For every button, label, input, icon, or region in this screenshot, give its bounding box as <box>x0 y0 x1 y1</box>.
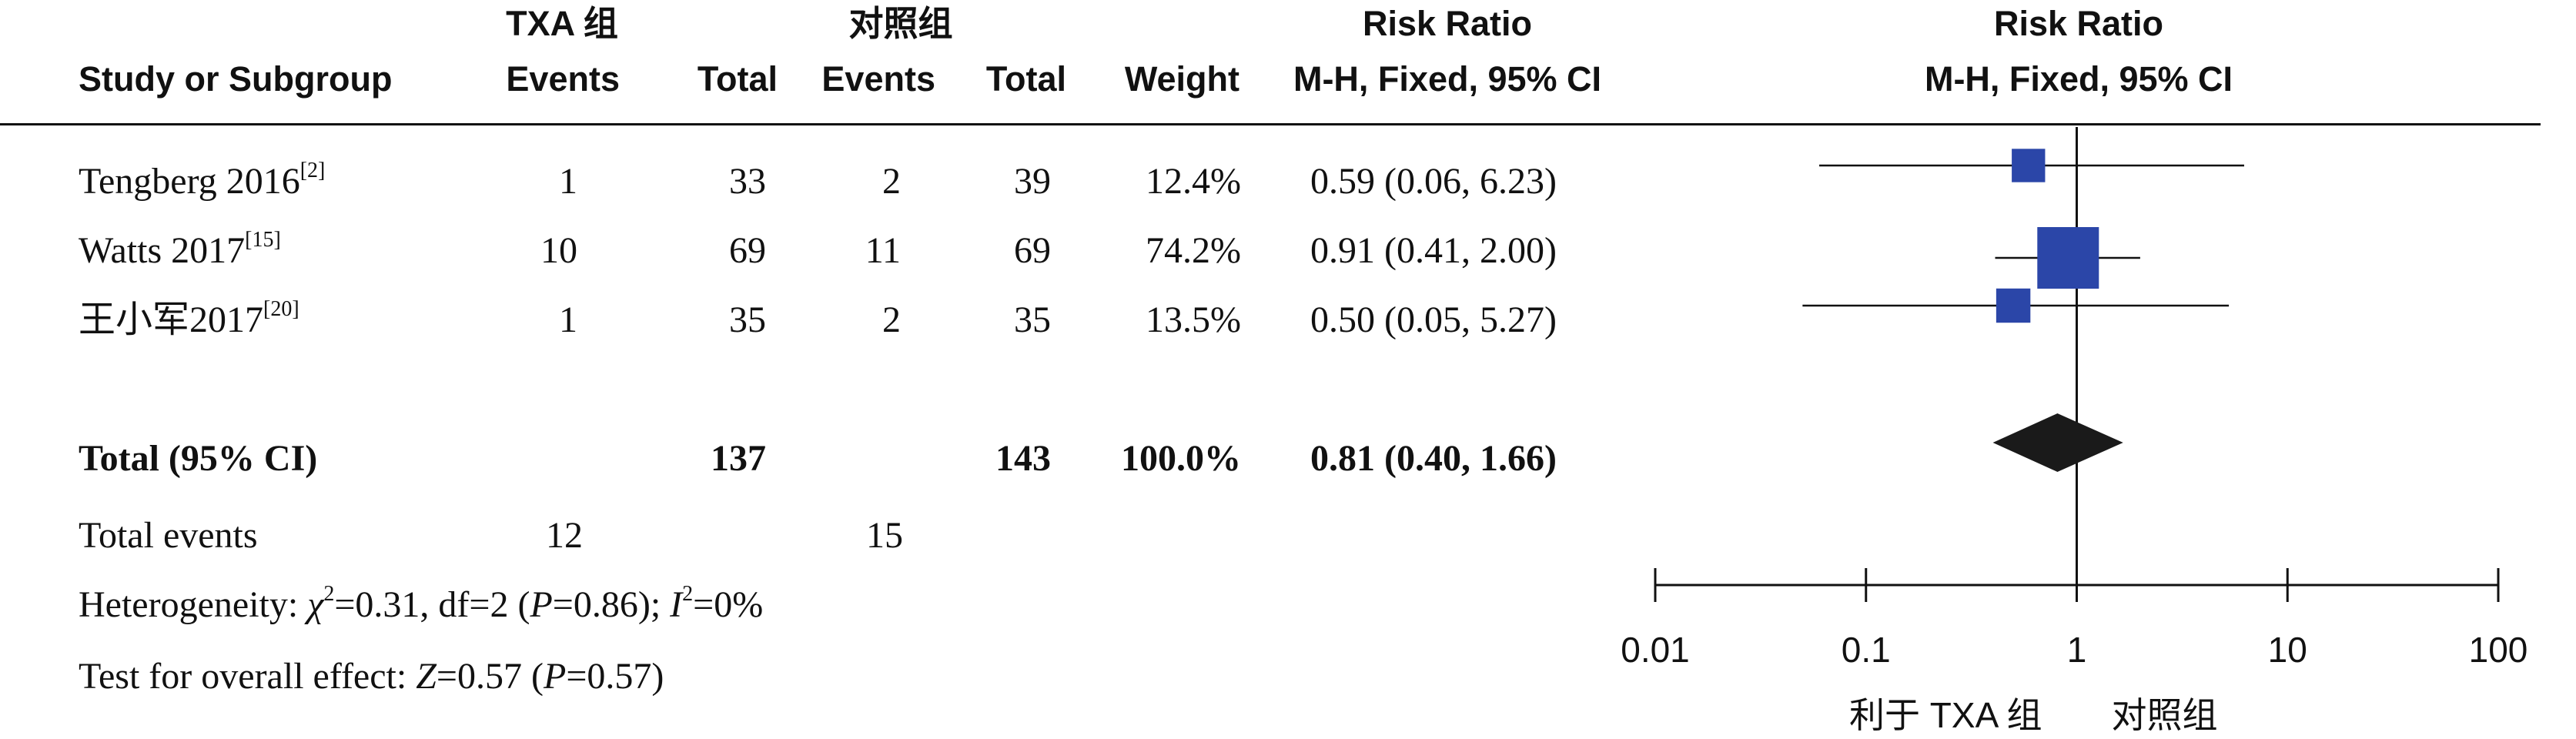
study-name-text: Watts 2017 <box>79 230 246 271</box>
header-events1: Events <box>506 59 620 99</box>
total-n2: 143 <box>995 438 1051 479</box>
total-weight: 100.0% <box>1121 438 1241 479</box>
study-events2: 2 <box>882 299 901 340</box>
study-total2: 35 <box>1014 299 1051 340</box>
chi-symbol: χ <box>307 584 324 625</box>
study-total1: 69 <box>729 230 766 271</box>
total-events2: 15 <box>866 515 903 556</box>
i-value: =0% <box>693 584 764 625</box>
total-ci: 0.81 (0.40, 1.66) <box>1310 438 1557 479</box>
favours-right-label: 对照组 <box>2112 695 2218 735</box>
chi-value: =0.31, df=2 ( <box>334 584 530 625</box>
study-events2: 2 <box>882 161 901 202</box>
study-ci: 0.50 (0.05, 5.27) <box>1310 299 1557 340</box>
header-total2: Total <box>985 59 1066 99</box>
overall-effect-text: Test for overall effect: Z=0.57 (P=0.57) <box>79 658 664 695</box>
study-events1: 10 <box>540 230 577 271</box>
study-events1: 1 <box>559 299 577 340</box>
x-tick-label: 10 <box>2268 630 2307 670</box>
favours-left-label: 利于 TXA 组 <box>1849 695 2042 735</box>
total-n1: 137 <box>711 438 766 479</box>
header-plot-method: M-H, Fixed, 95% CI <box>1924 59 2233 99</box>
z-value: =0.57 ( <box>436 656 544 697</box>
x-tick-label: 1 <box>2067 630 2087 670</box>
i-symbol: I <box>670 584 683 625</box>
study-reference: [2] <box>299 159 326 182</box>
study-reference: [20] <box>263 297 299 321</box>
header-study: Study or Subgroup <box>79 59 393 99</box>
overall-p-symbol: P <box>543 656 567 697</box>
p-symbol: P <box>530 584 553 625</box>
study-total1: 35 <box>729 299 766 340</box>
study-name-text: 王小军2017 <box>79 299 264 340</box>
header-events2: Events <box>821 59 935 99</box>
header-plot-title: Risk Ratio <box>1993 4 2164 43</box>
study-total1: 33 <box>729 161 766 202</box>
study-box <box>2037 227 2099 289</box>
header-weight: Weight <box>1124 59 1239 99</box>
study-name: Watts 2017[15] <box>79 229 281 271</box>
p-value: =0.86); <box>552 584 671 625</box>
pooled-diamond <box>1992 413 2123 472</box>
study-total2: 69 <box>1014 230 1051 271</box>
x-tick-label: 0.01 <box>1621 630 1690 670</box>
z-symbol: Z <box>416 656 437 697</box>
heterogeneity-text: Heterogeneity: χ2=0.31, df=2 (P=0.86); I… <box>79 582 764 625</box>
study-events1: 1 <box>559 161 577 202</box>
header-divider <box>0 123 2541 125</box>
header-group2: 对照组 <box>848 4 953 43</box>
x-tick-label: 0.1 <box>1842 630 1891 670</box>
study-total2: 39 <box>1014 161 1051 202</box>
x-tick-label: 100 <box>2469 630 2528 670</box>
study-weight: 12.4% <box>1146 161 1241 202</box>
total-label: Total (95% CI) <box>79 438 318 479</box>
study-weight: 13.5% <box>1146 299 1241 340</box>
header-total1: Total <box>697 59 778 99</box>
study-name-text: Tengberg 2016 <box>79 161 300 202</box>
study-events2: 11 <box>865 230 901 271</box>
study-box <box>1996 288 2031 323</box>
header-group1: TXA 组 <box>506 4 618 43</box>
study-reference: [15] <box>245 228 281 252</box>
study-box <box>2012 149 2046 182</box>
total-events1: 12 <box>546 515 583 556</box>
study-name: 王小军2017[20] <box>79 299 299 340</box>
study-ci: 0.91 (0.41, 2.00) <box>1310 230 1557 271</box>
study-name: Tengberg 2016[2] <box>79 160 325 202</box>
overall-prefix: Test for overall effect: <box>79 656 417 697</box>
study-weight: 74.2% <box>1146 230 1241 271</box>
header-rr-method: M-H, Fixed, 95% CI <box>1293 59 1602 99</box>
heterogeneity-prefix: Heterogeneity: <box>79 584 308 625</box>
overall-p-value: =0.57) <box>566 656 664 697</box>
study-ci: 0.59 (0.06, 6.23) <box>1310 161 1557 202</box>
header-rr-title: Risk Ratio <box>1362 4 1533 43</box>
total-events-label: Total events <box>79 515 258 556</box>
